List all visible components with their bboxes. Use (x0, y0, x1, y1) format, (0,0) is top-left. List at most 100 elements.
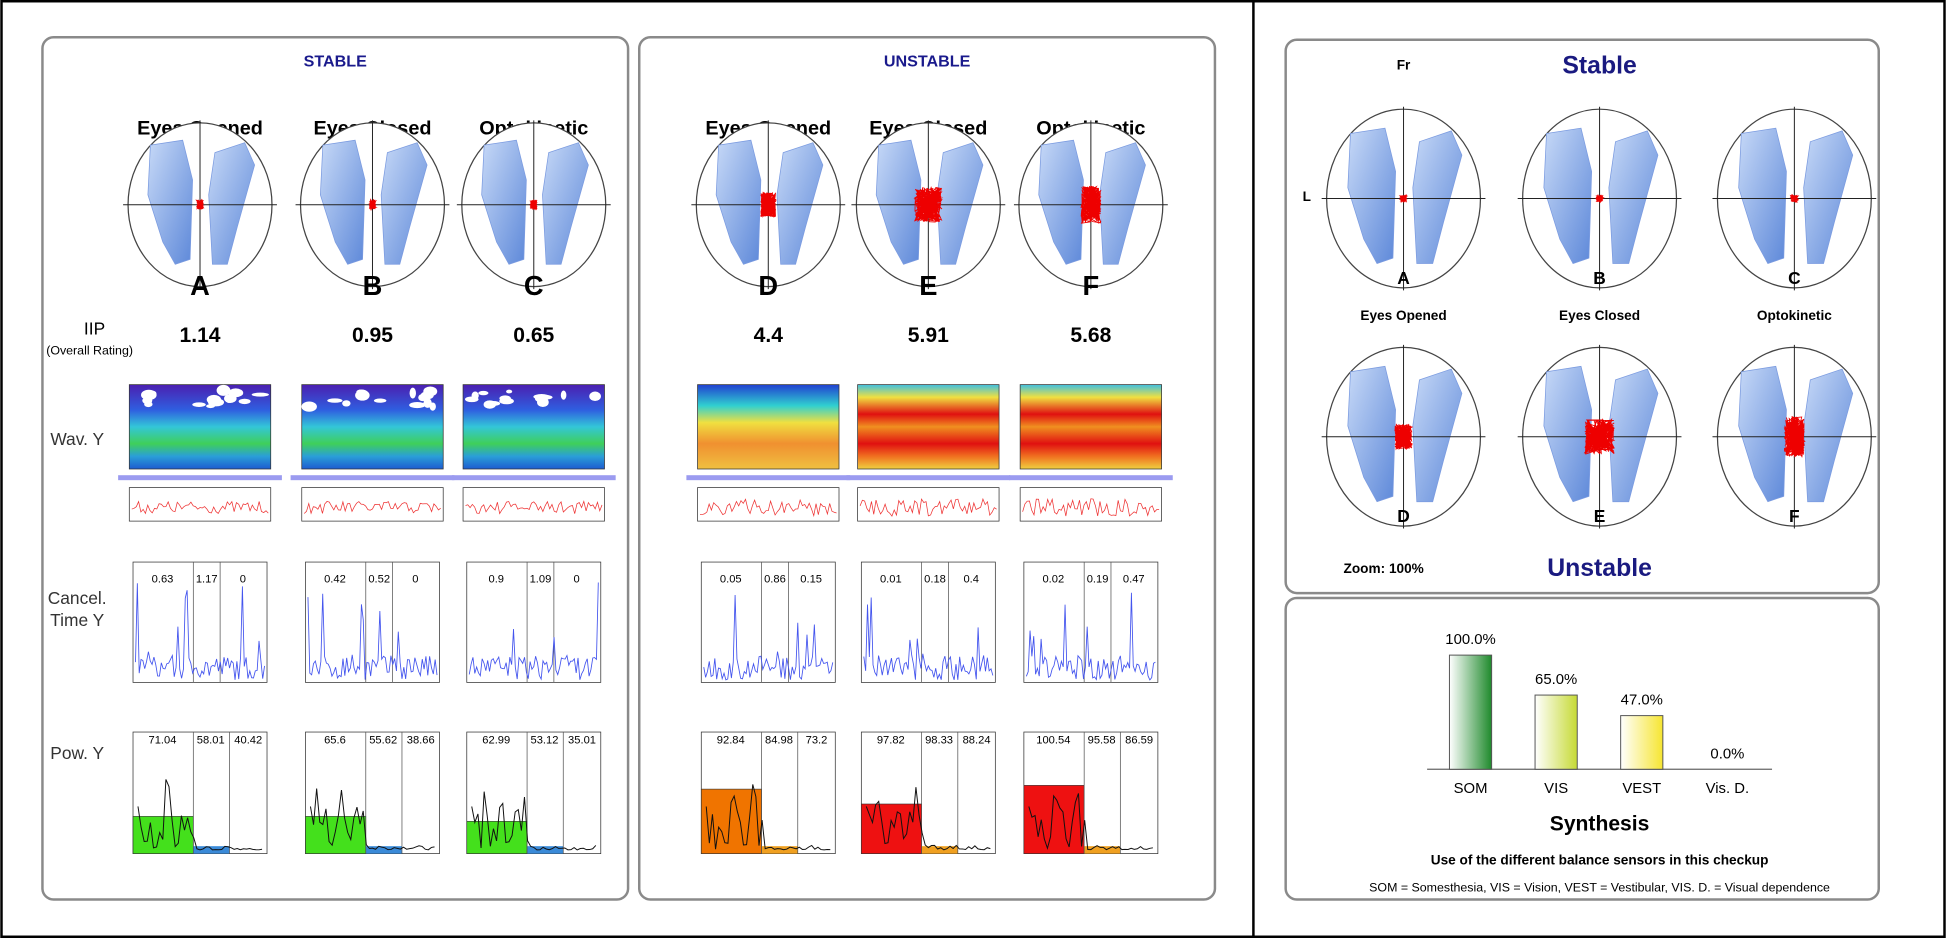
foot (1543, 365, 1592, 503)
cancel-value: 0.86 (764, 573, 786, 585)
signal-line (465, 500, 603, 515)
signal-line (859, 497, 997, 517)
foot (1608, 130, 1659, 264)
iip-value: 0.95 (352, 324, 393, 347)
wavelet-map (857, 384, 1000, 470)
wavelet-patch (486, 401, 501, 406)
power-band (761, 846, 798, 854)
sway-trace (1789, 193, 1800, 204)
condition-letter: B (363, 270, 383, 301)
cancel-box (700, 561, 836, 683)
sway-trace (195, 198, 205, 211)
power-band (193, 846, 230, 854)
separator-bar (686, 475, 851, 481)
condition-letter: C (524, 270, 544, 301)
cancel-value: 0 (240, 573, 246, 585)
sway-trace (1583, 418, 1616, 455)
power-band (861, 803, 922, 854)
signal-line (131, 500, 269, 515)
bar-value-label: 0.0% (1710, 746, 1744, 762)
synthesis-title: Synthesis (1550, 813, 1650, 836)
foot (1412, 368, 1463, 503)
power-value: 88.24 (963, 735, 991, 747)
signal-box (301, 487, 444, 522)
wavelet-map (462, 384, 605, 470)
condition-letter: B (1593, 268, 1606, 288)
signal-box (462, 487, 605, 522)
separator-bar (1008, 475, 1173, 481)
summary-title: Unstable (1547, 555, 1652, 582)
spectrum-line (135, 583, 265, 680)
wavelet-patch (423, 398, 432, 408)
foot (1803, 130, 1854, 264)
bar (1448, 654, 1493, 770)
separator-bar (118, 475, 282, 481)
cancel-value: 0.9 (488, 573, 504, 585)
power-value: 35.01 (568, 735, 596, 747)
condition-letter: A (1397, 268, 1410, 288)
unstable-box (637, 35, 1217, 901)
wavelet-patch (301, 401, 317, 412)
wavelet-patch (216, 384, 231, 396)
foot (1412, 130, 1463, 264)
foot (715, 139, 762, 265)
summary-title: Stable (1562, 53, 1636, 80)
wavelet-patch (251, 392, 269, 397)
power-value: 95.58 (1088, 735, 1116, 747)
power-band (700, 788, 762, 854)
bar-value-label: 47.0% (1621, 693, 1663, 709)
row-note: (Overall Rating) (46, 343, 133, 357)
wavelet-patch (478, 390, 489, 396)
bar-category: Vis. D. (1706, 781, 1750, 797)
wavelet-patch (589, 391, 601, 402)
spectrum-line (703, 595, 834, 681)
synthesis-subtitle: Use of the different balance sensors in … (1431, 853, 1769, 868)
foot (1543, 127, 1592, 264)
power-band (921, 846, 958, 854)
condition-letter: D (1397, 506, 1410, 526)
foot (776, 142, 824, 265)
condition-letter: F (1083, 270, 1100, 301)
power-curve (1028, 793, 1153, 851)
foot (1347, 127, 1396, 264)
iip-value: 0.65 (513, 324, 554, 347)
wavelet-patch (206, 404, 215, 409)
wavelet-map (1019, 384, 1162, 470)
bar-category: VIS (1544, 781, 1568, 797)
spectrum-line (468, 582, 599, 681)
cancel-value: 0.47 (1123, 573, 1145, 585)
power-value: 55.62 (369, 735, 397, 747)
sway-trace (1394, 423, 1414, 451)
signal-line (303, 500, 441, 515)
sway-trace (529, 198, 538, 211)
power-value: 92.84 (717, 735, 745, 747)
condition-letter: F (1789, 506, 1800, 526)
power-value: 98.33 (925, 735, 953, 747)
spectrum-line (1025, 592, 1156, 681)
sway-trace (1783, 416, 1806, 459)
foot (147, 139, 193, 265)
power-value: 100.54 (1036, 735, 1070, 747)
foot (1347, 365, 1396, 503)
row-label: Time Y (50, 610, 104, 630)
signal-box (1019, 487, 1162, 522)
wavelet-patch (537, 397, 549, 408)
foot (1738, 365, 1787, 503)
row-label: IIP (84, 319, 105, 339)
condition-label: Eyes Closed (1559, 308, 1640, 323)
iip-value: 4.4 (754, 324, 784, 347)
foot (542, 142, 589, 265)
cancel-value: 0.01 (880, 573, 902, 585)
power-value: 86.59 (1125, 735, 1153, 747)
cancel-value: 0.63 (152, 573, 174, 585)
wavelet-patch (499, 397, 514, 405)
wavelet-patch (192, 402, 206, 407)
foot (380, 142, 428, 265)
sway-trace (1398, 193, 1408, 204)
synthesis-legend: SOM = Somesthesia, VIS = Vision, VEST = … (1369, 881, 1830, 895)
wavelet-patch (327, 398, 343, 403)
cancel-box (860, 561, 996, 683)
